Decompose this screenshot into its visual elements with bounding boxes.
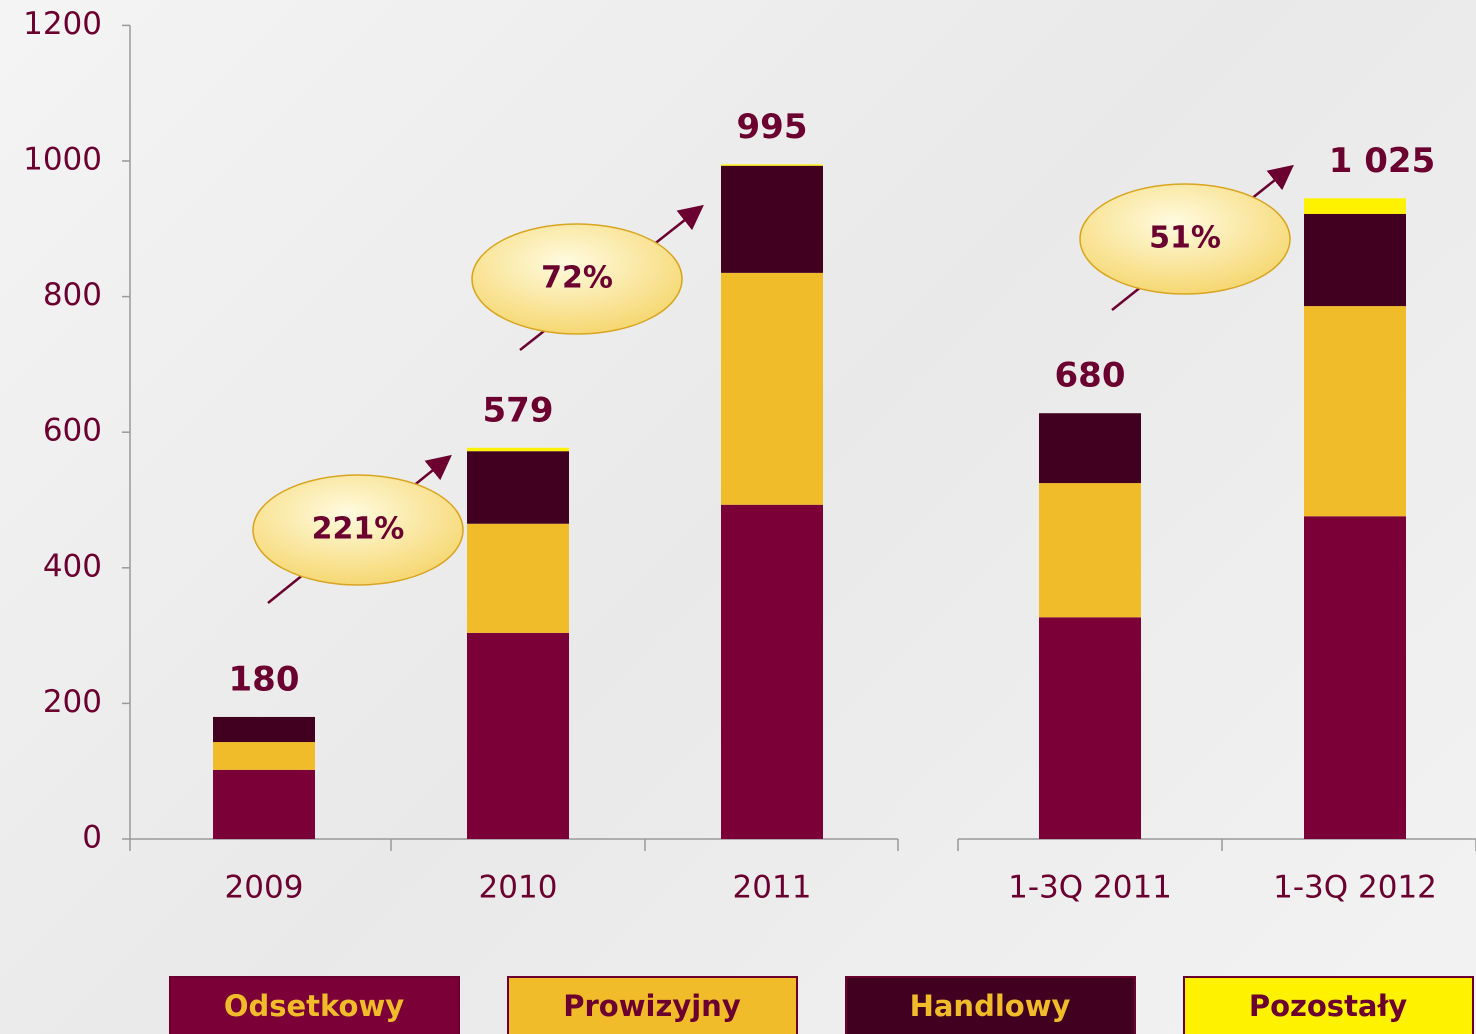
x-tick-label: 2010 [479,870,558,906]
bar-segment [1039,617,1141,839]
legend-label: Handlowy [910,989,1071,1023]
bar-segment [721,505,823,839]
bar-segment [213,770,315,839]
total-label: 1 025 [1329,141,1435,181]
bar-segment [1304,198,1406,214]
x-tick-label: 2011 [733,870,812,906]
bar-segment [721,164,823,165]
bar-segment [213,742,315,770]
y-tick-label: 1000 [23,142,102,178]
bar-segment [213,717,315,742]
y-tick-label: 800 [43,277,102,313]
legend-label: Odsetkowy [224,989,404,1023]
x-tick-label: 1-3Q 2011 [1008,870,1172,906]
growth-label: 51% [1149,221,1221,256]
y-tick-label: 600 [43,413,102,449]
x-tick-label: 1-3Q 2012 [1273,870,1437,906]
y-tick-label: 400 [43,548,102,584]
bar-segment [467,633,569,839]
legend-label: Pozostały [1249,989,1407,1023]
bar-segment [467,451,569,524]
total-label: 579 [483,390,554,430]
y-tick-label: 0 [82,820,102,856]
bar-segment [721,166,823,273]
bar-segment [1304,306,1406,516]
bar-segment [467,524,569,633]
chart: 0 200 400 600 800 1000 1200 2009 180 2010 579 2011 9… [0,0,1476,1034]
total-label: 680 [1055,356,1126,396]
bar-segment [1304,214,1406,306]
total-label: 180 [229,659,300,699]
total-label: 995 [737,107,808,147]
growth-label: 72% [541,261,613,296]
legend-label: Prowizyjny [563,989,741,1023]
bar-segment [467,448,569,451]
bar-segment [721,273,823,505]
bar-segment [1039,483,1141,617]
y-tick-label: 1200 [23,6,102,42]
bar-segment [1304,516,1406,839]
bar-segment [1039,413,1141,483]
growth-label: 221% [312,512,405,547]
x-tick-label: 2009 [225,870,304,906]
y-tick-label: 200 [43,684,102,720]
